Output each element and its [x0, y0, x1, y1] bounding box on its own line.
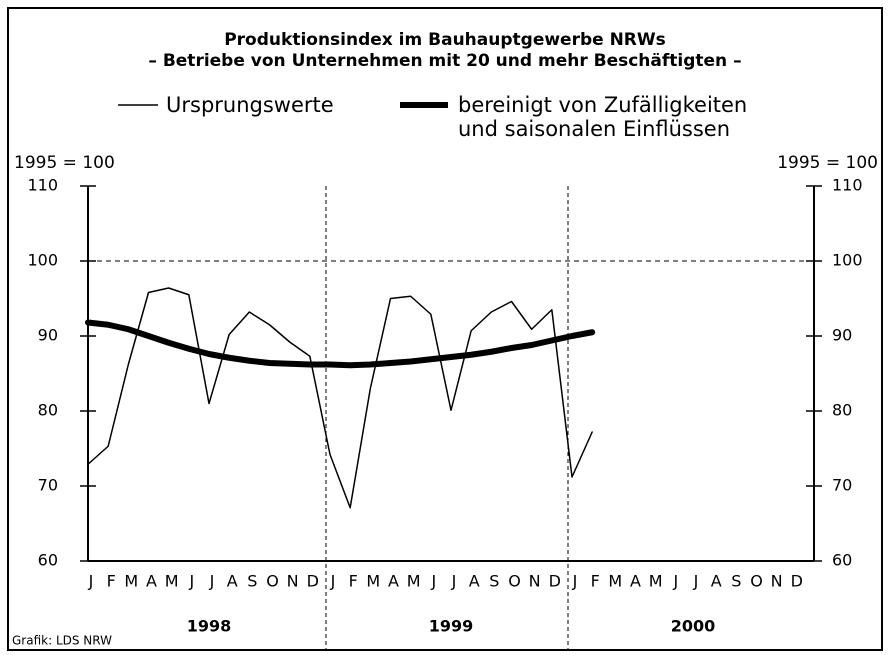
x-tick-label: S: [731, 572, 741, 591]
legend-label: bereinigt von Zufälligkeiten und saisona…: [458, 93, 748, 141]
year-label: 2000: [671, 617, 716, 636]
chart-subtitle: – Betriebe von Unternehmen mit 20 und me…: [148, 51, 741, 71]
y-tick-label: 80: [38, 401, 58, 420]
legend-label: Ursprungswerte: [166, 93, 334, 117]
x-tick-label: J: [330, 572, 336, 591]
x-tick-label: N: [529, 572, 541, 591]
x-tick-label: F: [591, 572, 600, 591]
x-tick-label: M: [608, 572, 622, 591]
chart-title: Produktionsindex im Bauhauptgewerbe NRWs: [224, 30, 666, 50]
x-tick-label: D: [307, 572, 319, 591]
x-tick-label: A: [388, 572, 399, 591]
x-tick-label: M: [407, 572, 421, 591]
x-tick-label: M: [366, 572, 380, 591]
y2-tick-label: 100: [832, 251, 863, 270]
x-tick-label: O: [508, 572, 521, 591]
y2-tick-label: 90: [832, 326, 852, 345]
x-tick-label: J: [672, 572, 678, 591]
x-tick-label: J: [209, 572, 215, 591]
x-tick-label: M: [649, 572, 663, 591]
x-tick-label: M: [124, 572, 138, 591]
x-tick-label: S: [489, 572, 499, 591]
y-tick-label: 70: [38, 476, 58, 495]
x-tick-label: A: [630, 572, 641, 591]
x-tick-label: J: [572, 572, 578, 591]
line-series: [85, 319, 596, 369]
y2-tick-label: 60: [832, 551, 852, 570]
x-tick-label: A: [711, 572, 722, 591]
x-tick-label: N: [771, 572, 783, 591]
x-tick-label: A: [227, 572, 238, 591]
x-tick-label: J: [451, 572, 457, 591]
x-tick-label: N: [287, 572, 299, 591]
frame: [7, 7, 883, 651]
x-tick-label: M: [165, 572, 179, 591]
x-tick-label: D: [791, 572, 803, 591]
x-tick-label: O: [750, 572, 763, 591]
x-tick-label: J: [88, 572, 94, 591]
year-label: 1998: [187, 617, 232, 636]
x-tick-label: D: [549, 572, 561, 591]
line-series: [87, 287, 593, 509]
x-tick-label: F: [349, 572, 358, 591]
source: Grafik: LDS NRW: [12, 634, 112, 648]
year-label: 1999: [429, 617, 474, 636]
y-tick-label: 90: [38, 326, 58, 345]
x-tick-label: J: [430, 572, 436, 591]
x-tick-label: A: [146, 572, 157, 591]
y-tick-label: 60: [38, 551, 58, 570]
y2-tick-label: 70: [832, 476, 852, 495]
y2-tick-label: 110: [832, 176, 863, 195]
x-tick-label: A: [469, 572, 480, 591]
x-tick-label: O: [266, 572, 279, 591]
y-tick-label: 110: [27, 176, 58, 195]
x-tick-label: J: [693, 572, 699, 591]
x-tick-label: F: [107, 572, 116, 591]
y-axis-label: 1995 = 100: [14, 153, 115, 173]
y2-tick-label: 80: [832, 401, 852, 420]
x-tick-label: J: [188, 572, 194, 591]
y-tick-label: 100: [27, 251, 58, 270]
x-tick-label: S: [247, 572, 257, 591]
y2-axis-label: 1995 = 100: [777, 153, 878, 173]
